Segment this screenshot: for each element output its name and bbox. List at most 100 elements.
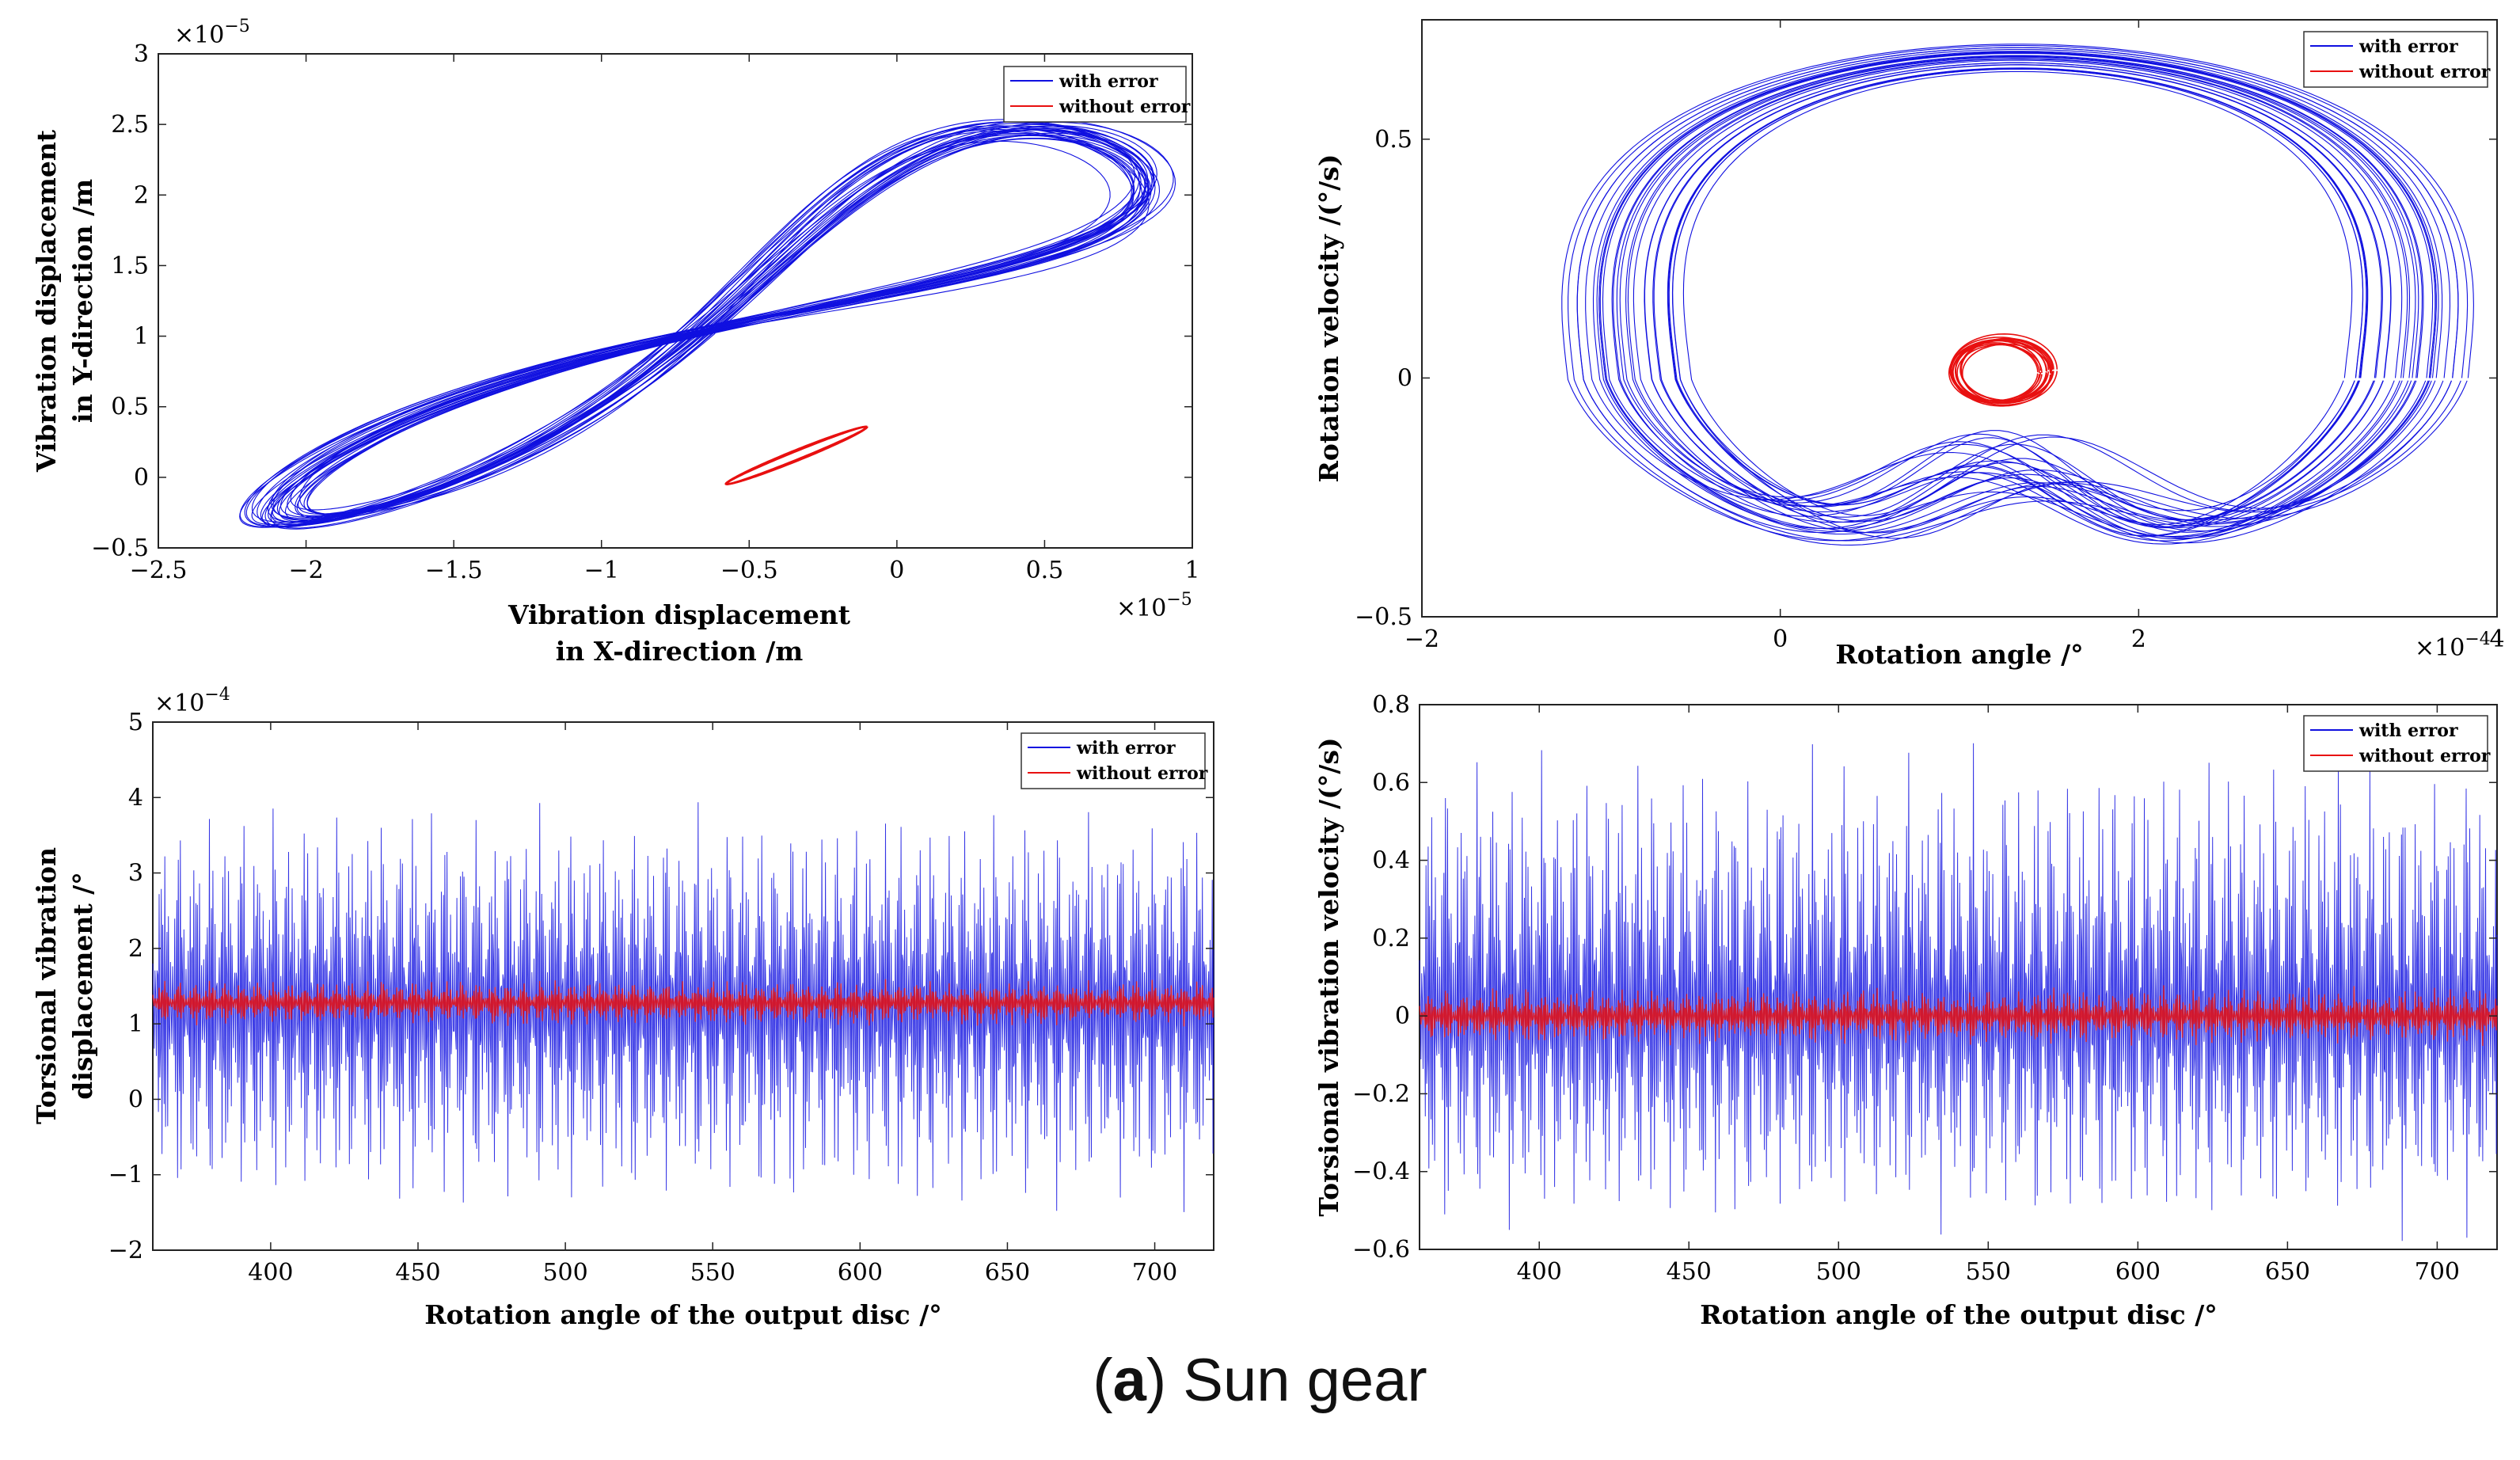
y-tick-label: 0.5 <box>111 394 149 421</box>
x-exponent-power: −4 <box>2465 629 2490 649</box>
x-tick-label: 450 <box>395 1259 440 1287</box>
tick-labels: −2.5 −2 −1.5 −1 −0.5 0 0.5 1 −0.5 0 0.5 1 1.5 2 2.5 3 <box>91 40 1199 584</box>
with-error-phase-loop <box>1613 55 2423 538</box>
caption-letter: a <box>1112 1347 1146 1414</box>
x-tick-label: 4 <box>2489 625 2504 653</box>
x-tick-label: 700 <box>2415 1258 2460 1286</box>
chart-rotation-phase-portrait: −2 0 2 4 −0.5 0 0.5 ×10−4 Rotation angle /° Ro… <box>1313 19 2505 670</box>
y-tick-label: −0.5 <box>1355 603 1412 631</box>
y-exponent: ×10−4 <box>154 685 230 717</box>
legend: with error without error <box>2303 31 2491 88</box>
with-error-phase-loop <box>1568 44 2469 546</box>
with-error-phase-loop <box>1619 56 2416 533</box>
y-tick-label: −0.5 <box>91 534 149 562</box>
y-axis-label-line-1: Torsional vibration <box>31 847 62 1124</box>
x-tick-label: 0 <box>1773 625 1788 653</box>
without-error-phase-loop <box>1962 343 2051 404</box>
y-tick-label: 0 <box>134 464 149 492</box>
y-tick-label: 5 <box>128 709 143 736</box>
tick-labels: 400 450 500 550 600 650 700 −2 −1 0 1 2 3 4 5 <box>108 709 1214 1287</box>
legend-label-without-error: without error <box>1059 97 1191 117</box>
with-error-phase-loop <box>1616 55 2419 540</box>
x-tick-label: −1.5 <box>425 557 483 584</box>
plot-marks <box>1419 743 2498 1241</box>
without-error-orbit-loop <box>724 425 869 485</box>
with-error-phase-loop <box>1561 44 2474 542</box>
y-exponent-power: −4 <box>204 685 230 705</box>
legend-label-without-error: without error <box>1076 763 1208 784</box>
legend: with error without error <box>2303 715 2491 772</box>
with-error-phase-loop <box>1672 68 2363 537</box>
x-tick-label: 2 <box>2131 625 2146 653</box>
legend-label-without-error: without error <box>2358 62 2491 82</box>
x-tick-label: 600 <box>2115 1258 2161 1286</box>
y-tick-label: 0.5 <box>1374 126 1412 154</box>
legend-box <box>2303 715 2488 772</box>
chart-xy-displacement-orbit: −2.5 −2 −1.5 −1 −0.5 0 0.5 1 −0.5 0 0.5 1 1.5 2 2.5 3 ×… <box>31 17 1200 667</box>
x-axis-label: Rotation angle of the output disc /° <box>424 1299 942 1330</box>
x-tick-label: 550 <box>1966 1258 2011 1286</box>
with-error-line <box>1419 743 2498 1241</box>
x-tick-label: −2 <box>288 557 323 584</box>
plot-marks <box>1561 44 2474 546</box>
series-without-error <box>1948 333 2058 407</box>
y-tick-label: 0 <box>1397 364 1412 392</box>
with-error-phase-loop <box>1585 48 2451 544</box>
x-tick-label: −2 <box>1404 625 1439 653</box>
y-axis-label-line-1: Vibration displacement <box>31 129 62 473</box>
x-tick-label: 650 <box>985 1259 1030 1287</box>
y-tick-label: 2 <box>128 935 143 963</box>
y-tick-label: −0.4 <box>1352 1158 1410 1186</box>
series-with-error <box>1561 44 2474 546</box>
caption-prefix: ( <box>1093 1347 1113 1414</box>
x-tick-label: 0 <box>889 557 904 584</box>
x-tick-label: 600 <box>838 1259 883 1287</box>
y-axis-label: Rotation velocity /(°/s) <box>1313 154 1344 483</box>
with-error-phase-loop <box>1598 51 2437 532</box>
x-axis-label: Rotation angle /° <box>1835 639 2083 670</box>
y-exponent: ×10−5 <box>174 17 250 49</box>
y-tick-label: −2 <box>108 1237 143 1264</box>
y-tick-label: −0.2 <box>1352 1080 1410 1108</box>
without-error-phase-loop <box>1959 337 2054 401</box>
plot-marks <box>152 802 1214 1212</box>
x-tick-label: 500 <box>542 1259 587 1287</box>
legend-box <box>1003 66 1187 123</box>
with-error-phase-loop <box>1668 67 2367 529</box>
y-tick-label: 1 <box>128 1010 143 1038</box>
plot-frame <box>1421 19 2498 618</box>
with-error-phase-loop <box>1644 62 2392 523</box>
x-tick-label: 650 <box>2265 1258 2310 1286</box>
y-tick-label: 0.4 <box>1372 847 1410 875</box>
y-tick-label: 0.8 <box>1372 691 1410 719</box>
legend-label-without-error: without error <box>2358 746 2491 766</box>
x-axis-label: Rotation angle of the output disc /° <box>1700 1299 2218 1330</box>
y-tick-label: 1.5 <box>111 252 149 279</box>
legend-label-with-error: with error <box>2358 720 2458 741</box>
x-axis-label-line-1: Vibration displacement <box>507 599 851 630</box>
y-exponent-power: −5 <box>224 17 249 36</box>
y-axis-label-line-2: in Y-direction /m <box>67 179 98 423</box>
series-without-error <box>1419 985 2498 1047</box>
y-axis-label: Torsional vibration velocity /(°/s) <box>1313 737 1344 1216</box>
with-error-orbit-loop <box>270 121 1174 529</box>
x-exponent: ×10−4 <box>2415 629 2491 662</box>
without-error-phase-loop <box>1956 344 2043 402</box>
figure-caption: (a) Sun gear <box>0 1346 2520 1415</box>
with-error-phase-loop <box>1682 70 2353 526</box>
y-tick-label: 4 <box>128 784 143 812</box>
with-error-phase-loop <box>1625 58 2411 542</box>
legend: with error without error <box>1003 66 1191 123</box>
series-with-error <box>1419 743 2498 1241</box>
chart-torsional-displacement: 400 450 500 550 600 650 700 −2 −1 0 1 2 3 4 5 ×10−4 Ro… <box>31 685 1214 1330</box>
series-without-error <box>724 425 869 485</box>
y-tick-label: 3 <box>128 860 143 888</box>
x-exponent: ×10−5 <box>1116 590 1192 622</box>
with-error-orbit-loop <box>290 140 1111 511</box>
y-tick-label: 0 <box>128 1085 143 1113</box>
plot-marks <box>239 119 1176 530</box>
x-tick-label: 450 <box>1667 1258 1712 1286</box>
series-with-error <box>152 802 1214 1212</box>
x-tick-label: −2.5 <box>130 557 188 584</box>
with-error-phase-loop <box>1611 55 2424 545</box>
